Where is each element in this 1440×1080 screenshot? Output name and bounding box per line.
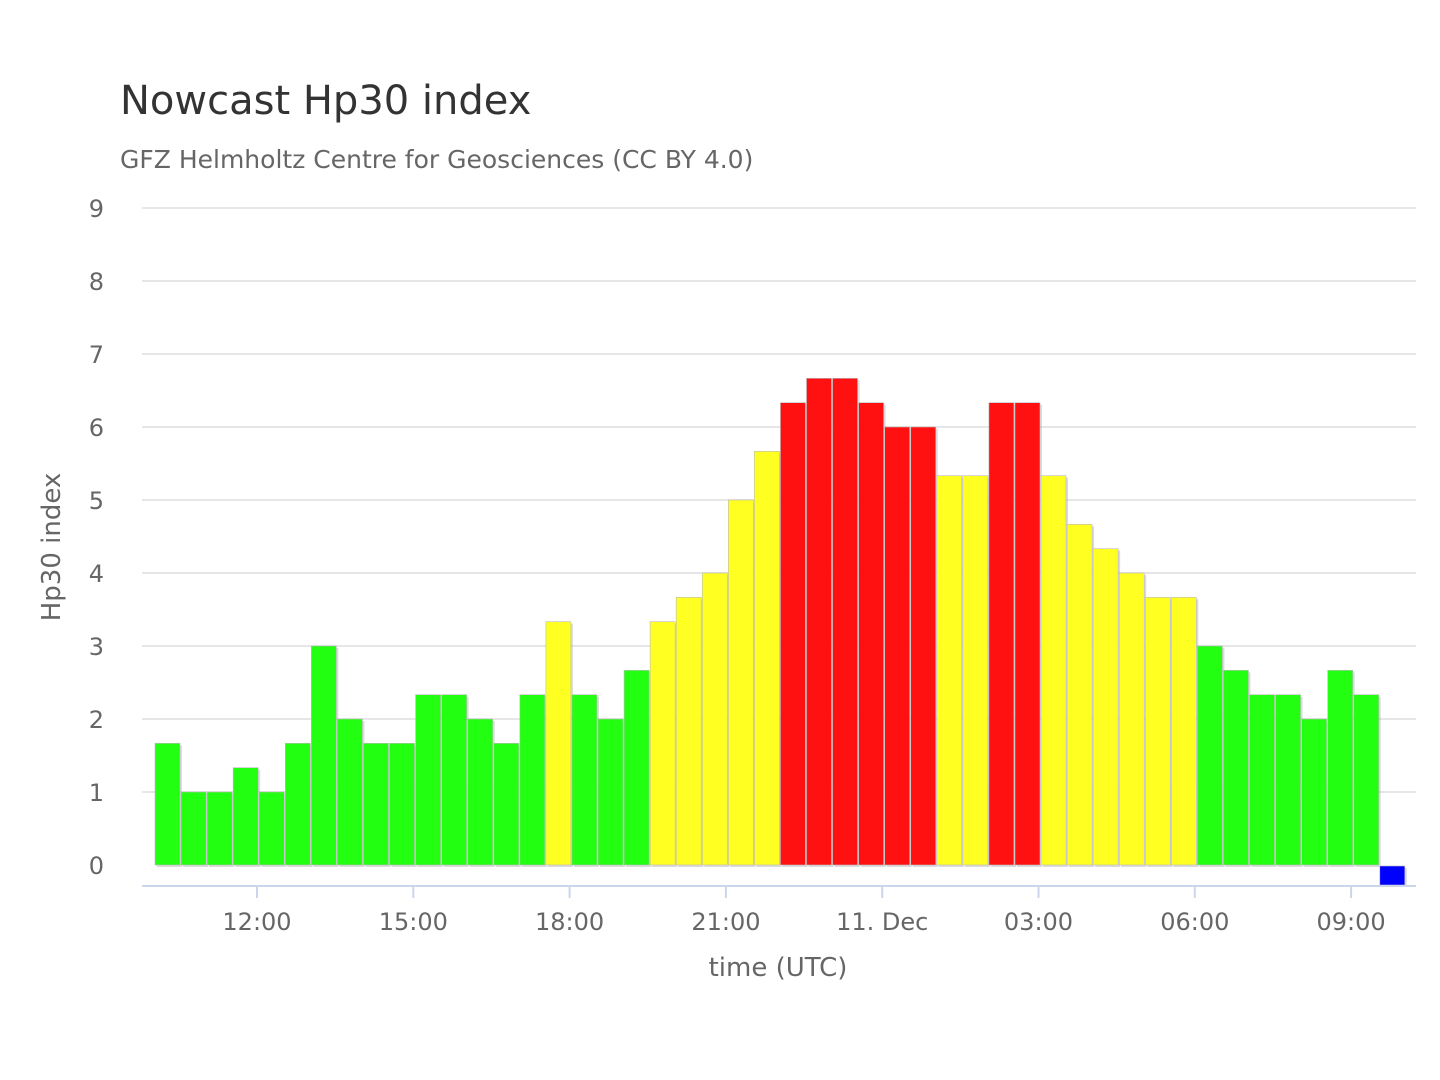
bar[interactable] <box>728 499 754 866</box>
bar[interactable] <box>1092 548 1119 866</box>
bar[interactable] <box>701 572 728 866</box>
y-tick-label: 8 <box>89 268 104 296</box>
bar[interactable] <box>441 694 467 866</box>
nowcast-bar[interactable] <box>1379 865 1406 886</box>
bar[interactable] <box>493 743 520 866</box>
bar[interactable] <box>545 621 572 866</box>
x-axis-label: time (UTC) <box>709 953 848 983</box>
bar[interactable] <box>1301 718 1327 866</box>
bar[interactable] <box>832 378 858 866</box>
bar[interactable] <box>936 475 963 866</box>
y-tick-label: 3 <box>89 633 104 661</box>
x-tick-label: 03:00 <box>1004 908 1073 936</box>
bar[interactable] <box>1066 524 1093 866</box>
bar[interactable] <box>1327 670 1353 866</box>
bar[interactable] <box>284 743 311 866</box>
x-tick-label: 06:00 <box>1160 908 1229 936</box>
x-tick-label: 18:00 <box>535 908 604 936</box>
bar[interactable] <box>1040 475 1067 866</box>
bar[interactable] <box>1353 694 1380 866</box>
y-tick-label: 1 <box>89 779 104 807</box>
bar[interactable] <box>311 645 337 866</box>
bar[interactable] <box>154 743 181 866</box>
bar[interactable] <box>910 426 937 866</box>
bar[interactable] <box>649 621 676 866</box>
x-tick-label: 21:00 <box>691 908 760 936</box>
bar[interactable] <box>206 791 233 866</box>
bar[interactable] <box>780 402 806 866</box>
bar[interactable] <box>1197 645 1223 866</box>
bar[interactable] <box>1249 694 1275 866</box>
bar[interactable] <box>597 718 624 866</box>
bar[interactable] <box>467 718 494 866</box>
y-tick-label: 5 <box>89 487 104 515</box>
bar[interactable] <box>806 378 832 866</box>
bar[interactable] <box>389 743 415 866</box>
bar[interactable] <box>754 451 780 866</box>
bar[interactable] <box>571 694 598 866</box>
chart-subtitle: GFZ Helmholtz Centre for Geosciences (CC… <box>120 145 754 174</box>
y-tick-label: 2 <box>89 706 104 734</box>
bar[interactable] <box>623 670 650 866</box>
bar[interactable] <box>884 426 910 866</box>
bar[interactable] <box>258 791 285 866</box>
bar[interactable] <box>337 718 363 866</box>
bar[interactable] <box>962 475 989 866</box>
bar[interactable] <box>1275 694 1301 866</box>
y-axis-label: Hp30 index <box>37 473 67 622</box>
bar[interactable] <box>675 597 702 866</box>
bar[interactable] <box>1223 670 1249 866</box>
bar[interactable] <box>180 791 207 866</box>
y-tick-label: 7 <box>89 341 104 369</box>
y-tick-label: 4 <box>89 560 104 588</box>
bar[interactable] <box>858 402 884 866</box>
x-tick-label: 09:00 <box>1317 908 1386 936</box>
bar[interactable] <box>988 402 1015 866</box>
chart-title: Nowcast Hp30 index <box>120 78 532 124</box>
x-tick-label: 11. Dec <box>836 908 928 936</box>
y-tick-label: 9 <box>89 195 104 223</box>
bar[interactable] <box>415 694 441 866</box>
x-tick-label: 15:00 <box>379 908 448 936</box>
bar[interactable] <box>1118 572 1145 866</box>
bar[interactable] <box>232 767 259 866</box>
bar[interactable] <box>1014 402 1041 866</box>
bar[interactable] <box>519 694 546 866</box>
y-tick-label: 0 <box>89 852 104 880</box>
x-tick-label: 12:00 <box>222 908 291 936</box>
bar[interactable] <box>363 743 389 866</box>
y-tick-label: 6 <box>89 414 104 442</box>
bar[interactable] <box>1144 597 1171 866</box>
bar[interactable] <box>1171 597 1197 866</box>
